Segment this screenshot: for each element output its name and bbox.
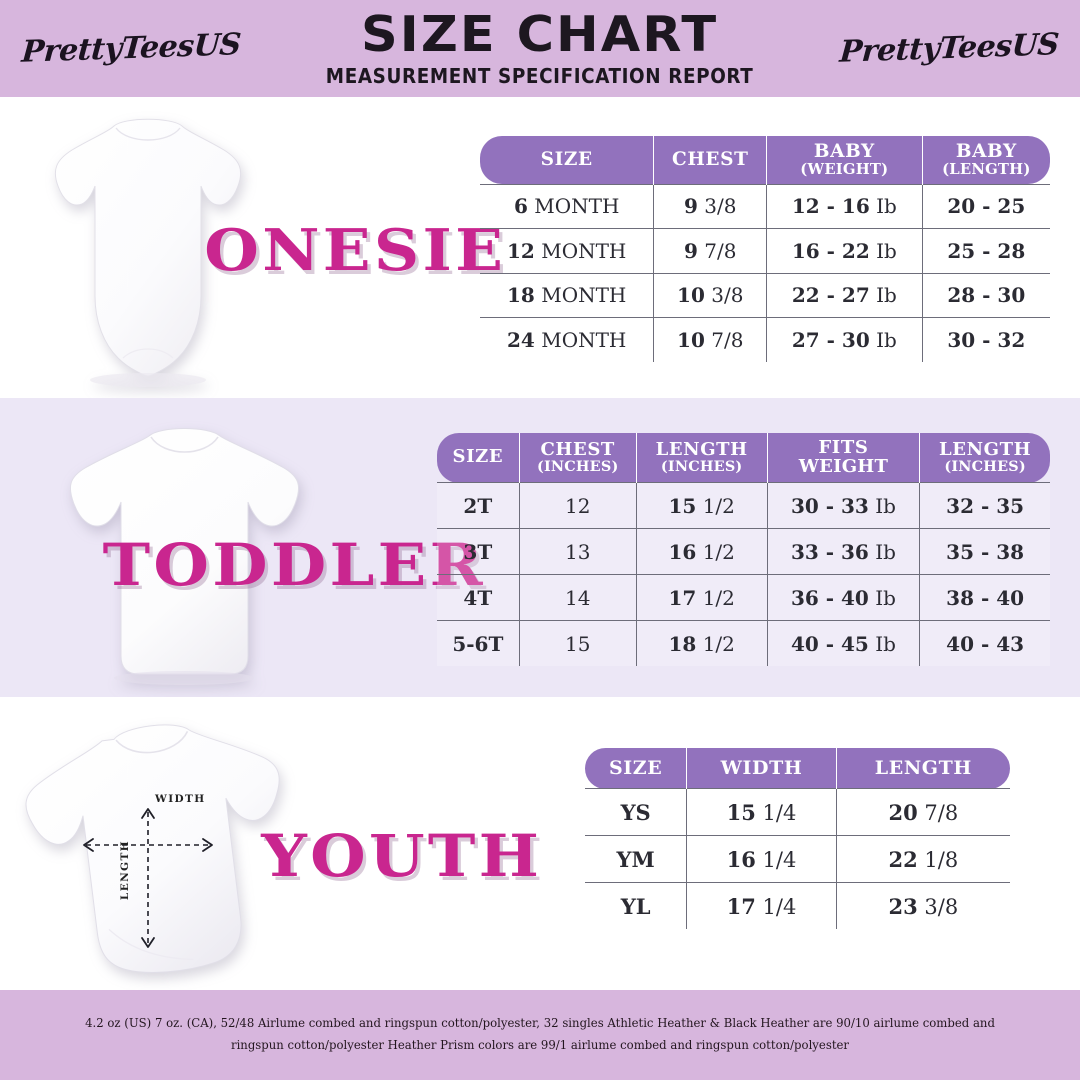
table-row: 12 MONTH 9 7/8 16 - 22 Ib 25 - 28 xyxy=(480,228,1050,274)
cell-length: 23 3/8 xyxy=(888,893,959,919)
table-row: 18 MONTH 10 3/8 22 - 27 Ib 28 - 30 xyxy=(480,273,1050,319)
cell-length: 18 1/2 xyxy=(636,620,768,667)
table-row: YS 15 1/4 20 7/8 xyxy=(585,788,1010,836)
cell-length-2: 38 - 40 xyxy=(919,574,1050,622)
brand-logo-right: PrettyTeesUS xyxy=(838,27,1060,70)
cell-chest: 14 xyxy=(519,574,637,622)
cell-baby-length: 28 - 30 xyxy=(922,273,1050,319)
table-header-row: SIZE WIDTH LENGTH xyxy=(585,748,1010,789)
cell-size: 3T xyxy=(437,528,520,576)
col-header-size: SIZE xyxy=(437,433,520,483)
col-header-length: LENGTH xyxy=(835,748,1010,789)
cell-fits-weight: 33 - 36 Ib xyxy=(767,528,921,576)
cell-length: 20 7/8 xyxy=(836,788,1010,836)
page-subtitle: MEASUREMENT SPECIFICATION REPORT xyxy=(326,63,754,88)
cell-chest: 15 xyxy=(519,620,637,667)
cell-length-2: 40 - 43 xyxy=(919,620,1050,667)
table-row: YL 17 1/4 23 3/8 xyxy=(585,882,1010,929)
cell-fits-weight: 40 - 45 Ib xyxy=(767,620,921,667)
width-annotation-label: WIDTH xyxy=(155,793,206,805)
cell-baby-length: 30 - 32 xyxy=(947,327,1026,352)
youth-table-body: YS 15 1/4 20 7/8 YM 16 1/4 22 1/8 YL 17 … xyxy=(585,788,1010,929)
cell-baby-weight: 12 - 16 Ib xyxy=(766,183,923,230)
youth-table-head: SIZE WIDTH LENGTH xyxy=(585,748,1010,789)
cell-baby-weight: 22 - 27 Ib xyxy=(766,273,923,319)
cell-length: 16 1/2 xyxy=(636,528,768,576)
cell-size: 4T xyxy=(437,574,520,622)
col-header-chest: CHEST (INCHES) xyxy=(518,433,637,483)
toddler-table-head: SIZE CHEST (INCHES) LENGTH (INCHES) FITS WE… xyxy=(437,433,1050,483)
cell-size: YM xyxy=(585,835,688,883)
cell-size: 2T xyxy=(437,482,520,530)
cell-length-2: 32 - 35 xyxy=(919,482,1050,530)
cell-width: 17 1/4 xyxy=(686,882,837,929)
onesie-table-head: SIZE CHEST BABY (WEIGHT) BABY (LENGTH) xyxy=(480,136,1050,185)
cell-width: 15 1/4 xyxy=(686,788,837,836)
table-row: 2T 12 15 1/2 30 - 33 Ib 32 - 35 xyxy=(437,482,1050,530)
cell-length-2: 35 - 38 xyxy=(919,528,1050,576)
toddler-table-body: 2T 12 15 1/2 30 - 33 Ib 32 - 35 3T 13 16… xyxy=(437,482,1050,667)
cell-width: 16 1/4 xyxy=(686,835,837,883)
onesie-size-table: SIZE CHEST BABY (WEIGHT) BABY (LENGTH) 6 M… xyxy=(480,136,1050,362)
cell-baby-weight: 27 - 30 Ib xyxy=(766,317,923,362)
cell-chest: 10 7/8 xyxy=(653,317,768,362)
cell-chest: 12 xyxy=(519,482,637,530)
cell-size: 18 MONTH xyxy=(480,273,655,319)
toddler-tshirt-icon xyxy=(69,428,300,685)
title-block: SIZE CHART MEASUREMENT SPECIFICATION REP… xyxy=(326,10,753,86)
col-header-baby-length: BABY (LENGTH) xyxy=(921,136,1050,185)
youth-tshirt-icon xyxy=(25,724,280,973)
table-header-row: SIZE CHEST (INCHES) LENGTH (INCHES) FITS WE… xyxy=(437,433,1050,483)
cell-chest: 9 3/8 xyxy=(653,183,768,230)
col-header-width: WIDTH xyxy=(686,748,837,789)
cell-size: 24 MONTH xyxy=(480,317,655,362)
table-row: 6 MONTH 9 3/8 12 - 16 Ib 20 - 25 xyxy=(480,183,1050,230)
table-header-row: SIZE CHEST BABY (WEIGHT) BABY (LENGTH) xyxy=(480,136,1050,185)
cell-length: 17 1/2 xyxy=(636,574,768,622)
brand-logo-left: PrettyTeesUS xyxy=(20,27,242,70)
cell-size: YL xyxy=(585,882,688,929)
youth-size-table: SIZE WIDTH LENGTH YS 15 1/4 20 7/8 YM 16… xyxy=(585,748,1010,929)
onesie-table-body: 6 MONTH 9 3/8 12 - 16 Ib 20 - 25 12 MONT… xyxy=(480,183,1050,362)
cell-baby-length: 20 - 25 xyxy=(922,183,1050,230)
cell-fits-weight: 30 - 33 Ib xyxy=(767,482,921,530)
col-header-baby-weight: BABY (WEIGHT) xyxy=(766,136,923,185)
col-header-size: SIZE xyxy=(585,748,688,789)
table-row: YM 16 1/4 22 1/8 xyxy=(585,835,1010,883)
table-row: 4T 14 17 1/2 36 - 40 Ib 38 - 40 xyxy=(437,574,1050,622)
page-footer: 4.2 oz (US) 7 oz. (CA), 52/48 Airlume co… xyxy=(0,990,1080,1080)
col-header-chest: CHEST xyxy=(653,136,768,185)
cell-size: 6 MONTH xyxy=(480,183,655,230)
section-label-onesie: ONESIE xyxy=(204,217,507,284)
col-header-size: SIZE xyxy=(480,136,655,185)
col-header-fits-weight: FITS WEIGHT xyxy=(766,433,921,483)
baby-bodysuit-icon xyxy=(54,118,242,387)
table-row: 24 MONTH 10 7/8 27 - 30 Ib 30 - 32 xyxy=(480,317,1050,362)
cell-size: YS xyxy=(585,788,688,836)
cell-baby-length: 25 - 28 xyxy=(922,228,1050,274)
page-title: SIZE CHART xyxy=(361,5,719,63)
table-row: 5-6T 15 18 1/2 40 - 45 Ib 40 - 43 xyxy=(437,620,1050,667)
page-header: PrettyTeesUS SIZE CHART MEASUREMENT SPEC… xyxy=(0,0,1080,97)
toddler-size-table: SIZE CHEST (INCHES) LENGTH (INCHES) FITS WE… xyxy=(437,433,1050,667)
cell-chest: 10 3/8 xyxy=(653,273,768,319)
cell-chest: 9 7/8 xyxy=(653,228,768,274)
cell-length: 22 1/8 xyxy=(836,835,1010,883)
length-annotation-label: LENGTH xyxy=(119,840,131,901)
cell-length: 15 1/2 xyxy=(636,482,768,530)
cell-baby-weight: 16 - 22 Ib xyxy=(766,228,923,274)
cell-chest: 13 xyxy=(519,528,637,576)
fabric-composition-text: 4.2 oz (US) 7 oz. (CA), 52/48 Airlume co… xyxy=(85,1016,995,1052)
cell-fits-weight: 36 - 40 Ib xyxy=(767,574,921,622)
col-header-length-2: LENGTH (INCHES) xyxy=(919,433,1050,483)
col-header-length: LENGTH (INCHES) xyxy=(635,433,768,483)
section-label-toddler: TODDLER xyxy=(102,531,486,599)
section-label-youth: YOUTH xyxy=(261,822,543,890)
table-row: 3T 13 16 1/2 33 - 36 Ib 35 - 38 xyxy=(437,528,1050,576)
cell-size: 12 MONTH xyxy=(480,228,655,274)
cell-size: 5-6T xyxy=(437,620,520,667)
